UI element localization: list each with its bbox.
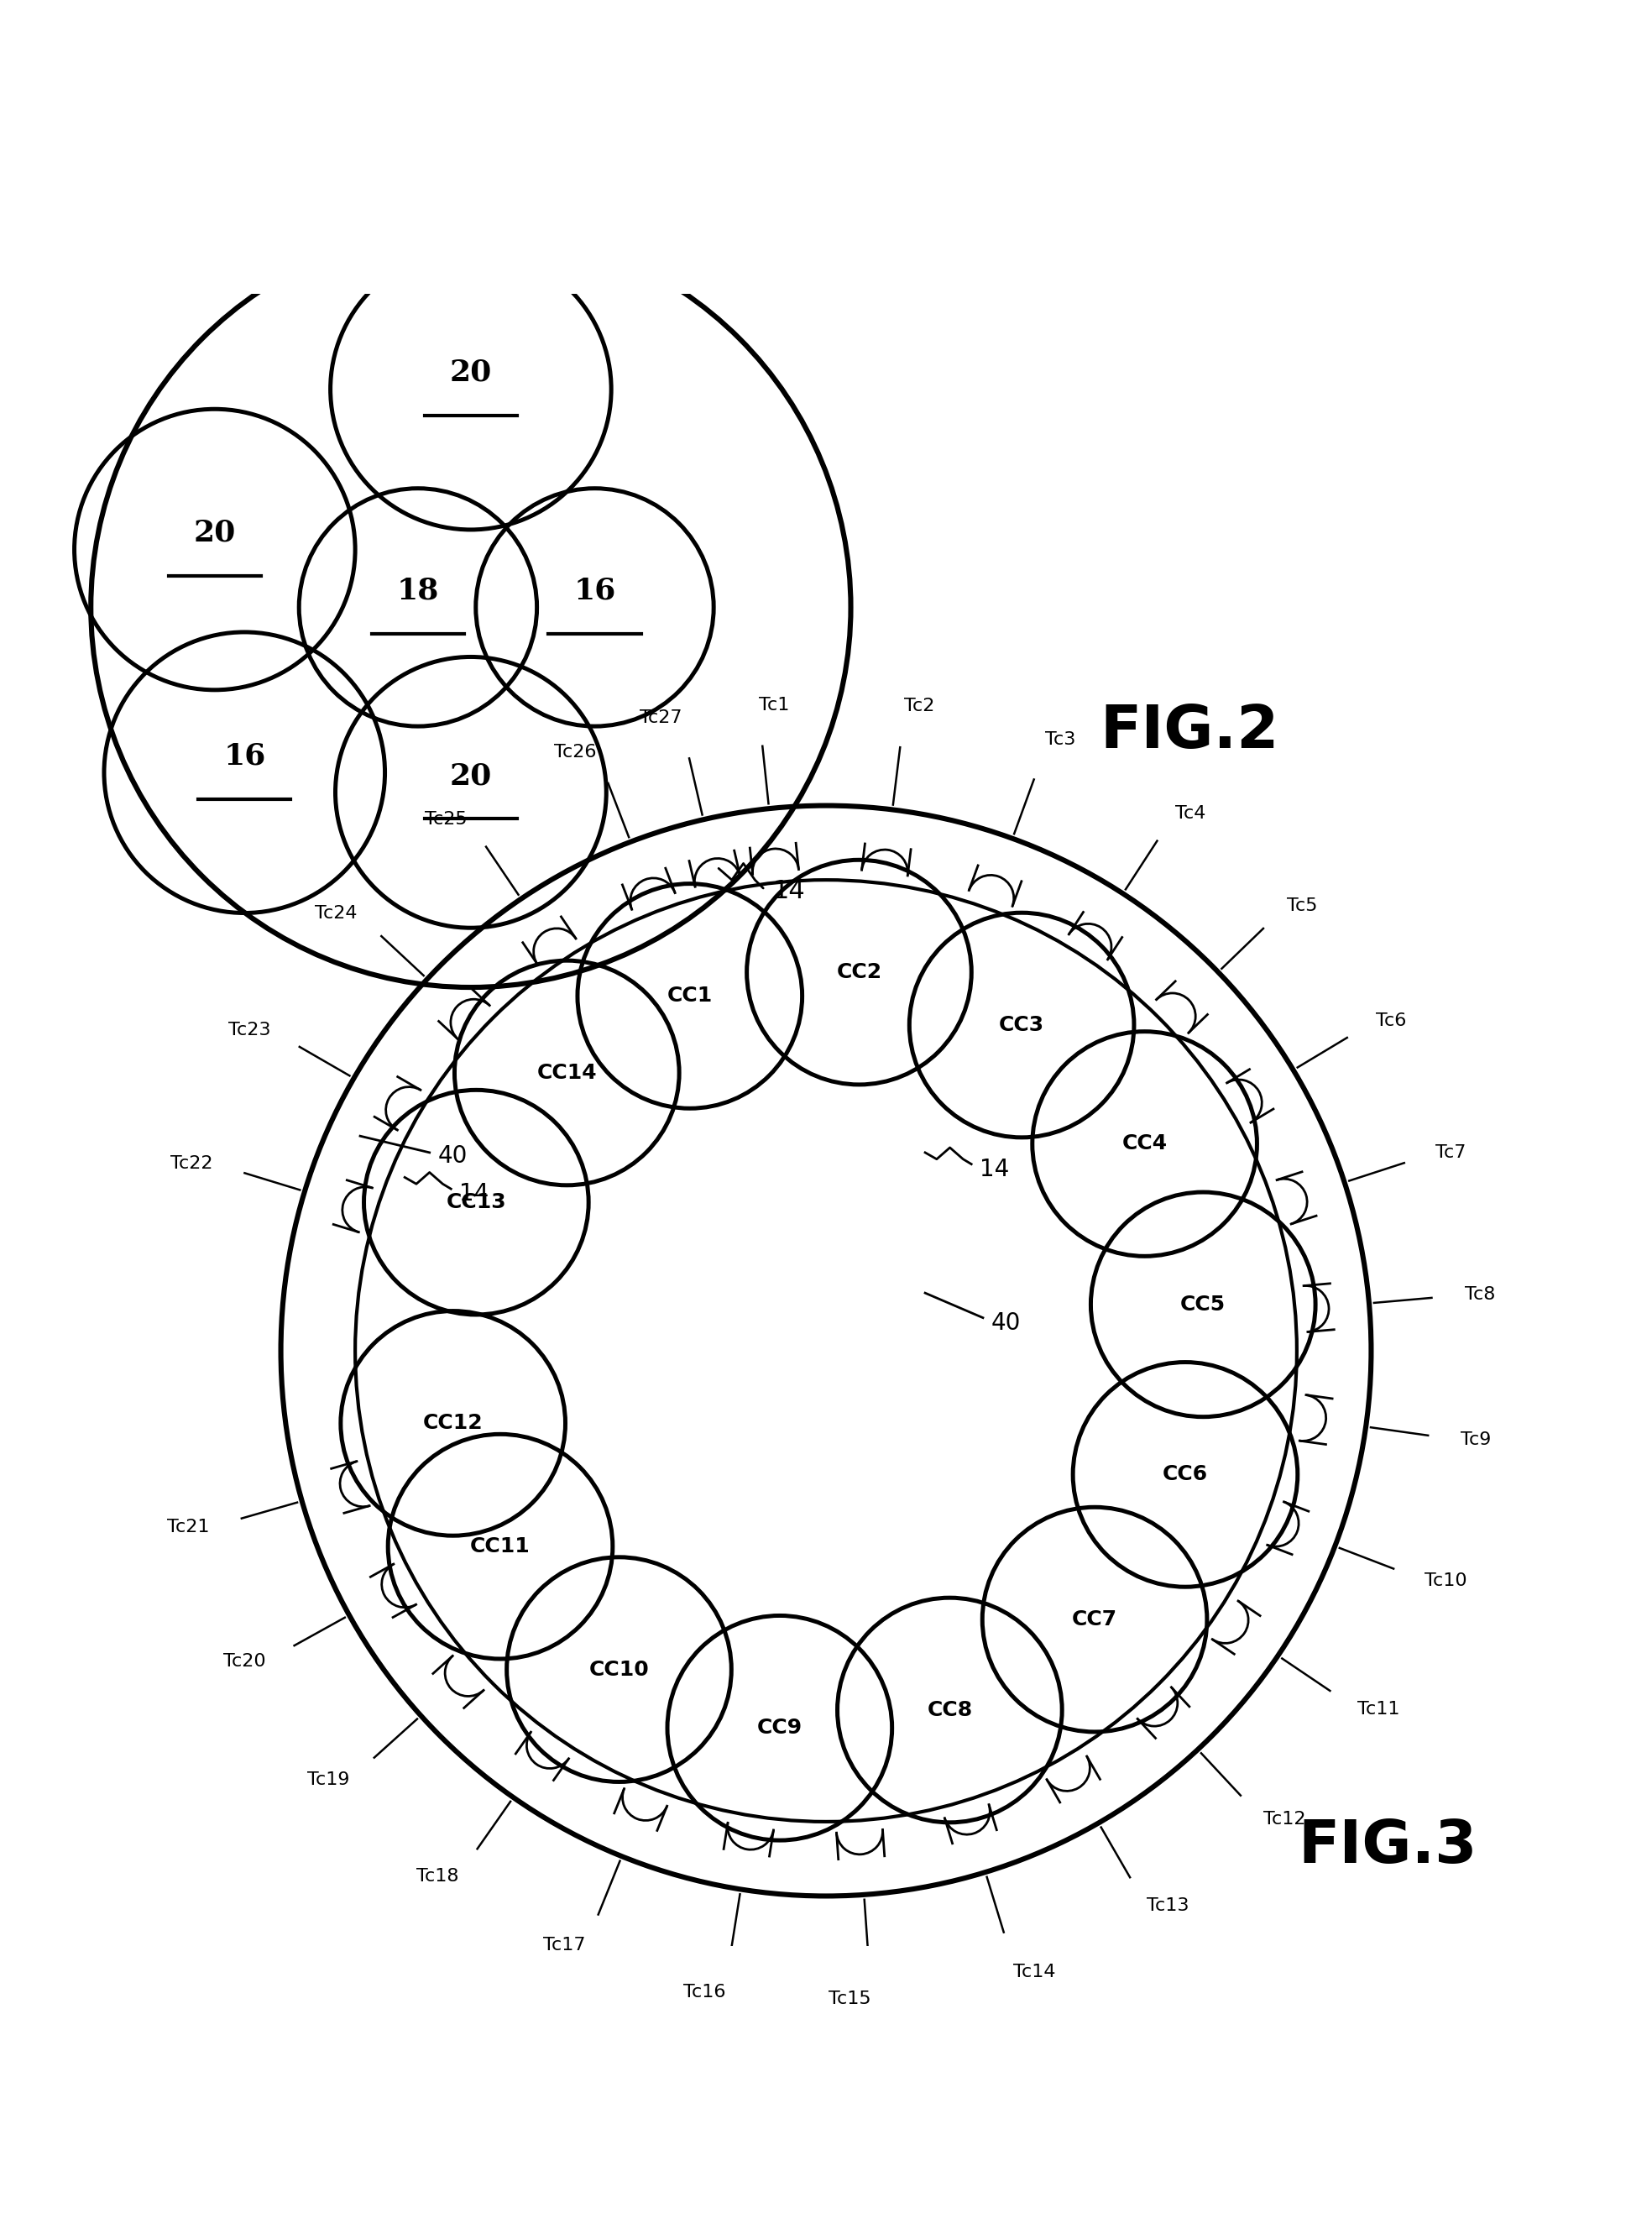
Text: CC3: CC3 bbox=[999, 1014, 1044, 1034]
Text: 20: 20 bbox=[449, 761, 492, 790]
Text: CC2: CC2 bbox=[836, 963, 882, 983]
Text: CC5: CC5 bbox=[1181, 1294, 1226, 1314]
Text: Tc17: Tc17 bbox=[544, 1937, 586, 1955]
Text: Tc26: Tc26 bbox=[553, 743, 596, 761]
Text: Tc12: Tc12 bbox=[1264, 1811, 1305, 1827]
Text: Tc23: Tc23 bbox=[228, 1021, 271, 1039]
Text: 14: 14 bbox=[980, 1158, 1009, 1180]
Text: Tc27: Tc27 bbox=[639, 710, 682, 725]
Text: 20: 20 bbox=[193, 519, 236, 546]
Text: FIG.2: FIG.2 bbox=[1100, 703, 1279, 761]
Text: 16: 16 bbox=[223, 741, 266, 770]
Text: Tc4: Tc4 bbox=[1175, 804, 1206, 822]
Text: Tc22: Tc22 bbox=[170, 1155, 213, 1171]
Text: CC6: CC6 bbox=[1163, 1464, 1208, 1484]
Text: Tc20: Tc20 bbox=[223, 1652, 266, 1670]
Text: CC10: CC10 bbox=[590, 1659, 649, 1679]
Text: Tc13: Tc13 bbox=[1146, 1899, 1189, 1914]
Text: CC9: CC9 bbox=[757, 1717, 803, 1737]
Text: 20: 20 bbox=[449, 358, 492, 387]
Text: 14: 14 bbox=[459, 1182, 489, 1205]
Text: Tc1: Tc1 bbox=[758, 696, 790, 714]
Text: Tc9: Tc9 bbox=[1460, 1431, 1492, 1449]
Text: Tc24: Tc24 bbox=[316, 905, 357, 922]
Text: Tc21: Tc21 bbox=[167, 1518, 210, 1536]
Text: Tc3: Tc3 bbox=[1046, 732, 1075, 748]
Text: 18: 18 bbox=[396, 575, 439, 605]
Text: Tc25: Tc25 bbox=[425, 811, 468, 828]
Text: CC1: CC1 bbox=[667, 985, 712, 1005]
Text: CC7: CC7 bbox=[1072, 1610, 1117, 1630]
Text: CC8: CC8 bbox=[927, 1699, 973, 1720]
Text: 40: 40 bbox=[991, 1312, 1021, 1334]
Text: CC13: CC13 bbox=[446, 1191, 506, 1211]
Text: FIG.3: FIG.3 bbox=[1298, 1818, 1477, 1876]
Text: Tc7: Tc7 bbox=[1436, 1144, 1465, 1162]
Text: CC12: CC12 bbox=[423, 1413, 482, 1433]
Text: Tc11: Tc11 bbox=[1358, 1702, 1399, 1717]
Text: Tc18: Tc18 bbox=[416, 1867, 458, 1885]
Text: Tc15: Tc15 bbox=[828, 1990, 871, 2006]
Text: Tc6: Tc6 bbox=[1376, 1012, 1406, 1030]
Text: CC4: CC4 bbox=[1122, 1133, 1168, 1153]
Text: 40: 40 bbox=[438, 1144, 468, 1167]
Text: Tc19: Tc19 bbox=[307, 1771, 350, 1789]
Text: 14: 14 bbox=[773, 880, 806, 905]
Text: Tc8: Tc8 bbox=[1465, 1287, 1495, 1303]
Text: Tc5: Tc5 bbox=[1287, 898, 1318, 914]
Text: CC14: CC14 bbox=[537, 1064, 596, 1084]
Text: Tc16: Tc16 bbox=[684, 1984, 725, 2002]
Text: Tc10: Tc10 bbox=[1424, 1572, 1467, 1590]
Text: Tc2: Tc2 bbox=[904, 699, 935, 714]
Text: CC11: CC11 bbox=[471, 1536, 530, 1556]
Text: 16: 16 bbox=[573, 575, 616, 605]
Text: Tc14: Tc14 bbox=[1013, 1964, 1056, 1982]
